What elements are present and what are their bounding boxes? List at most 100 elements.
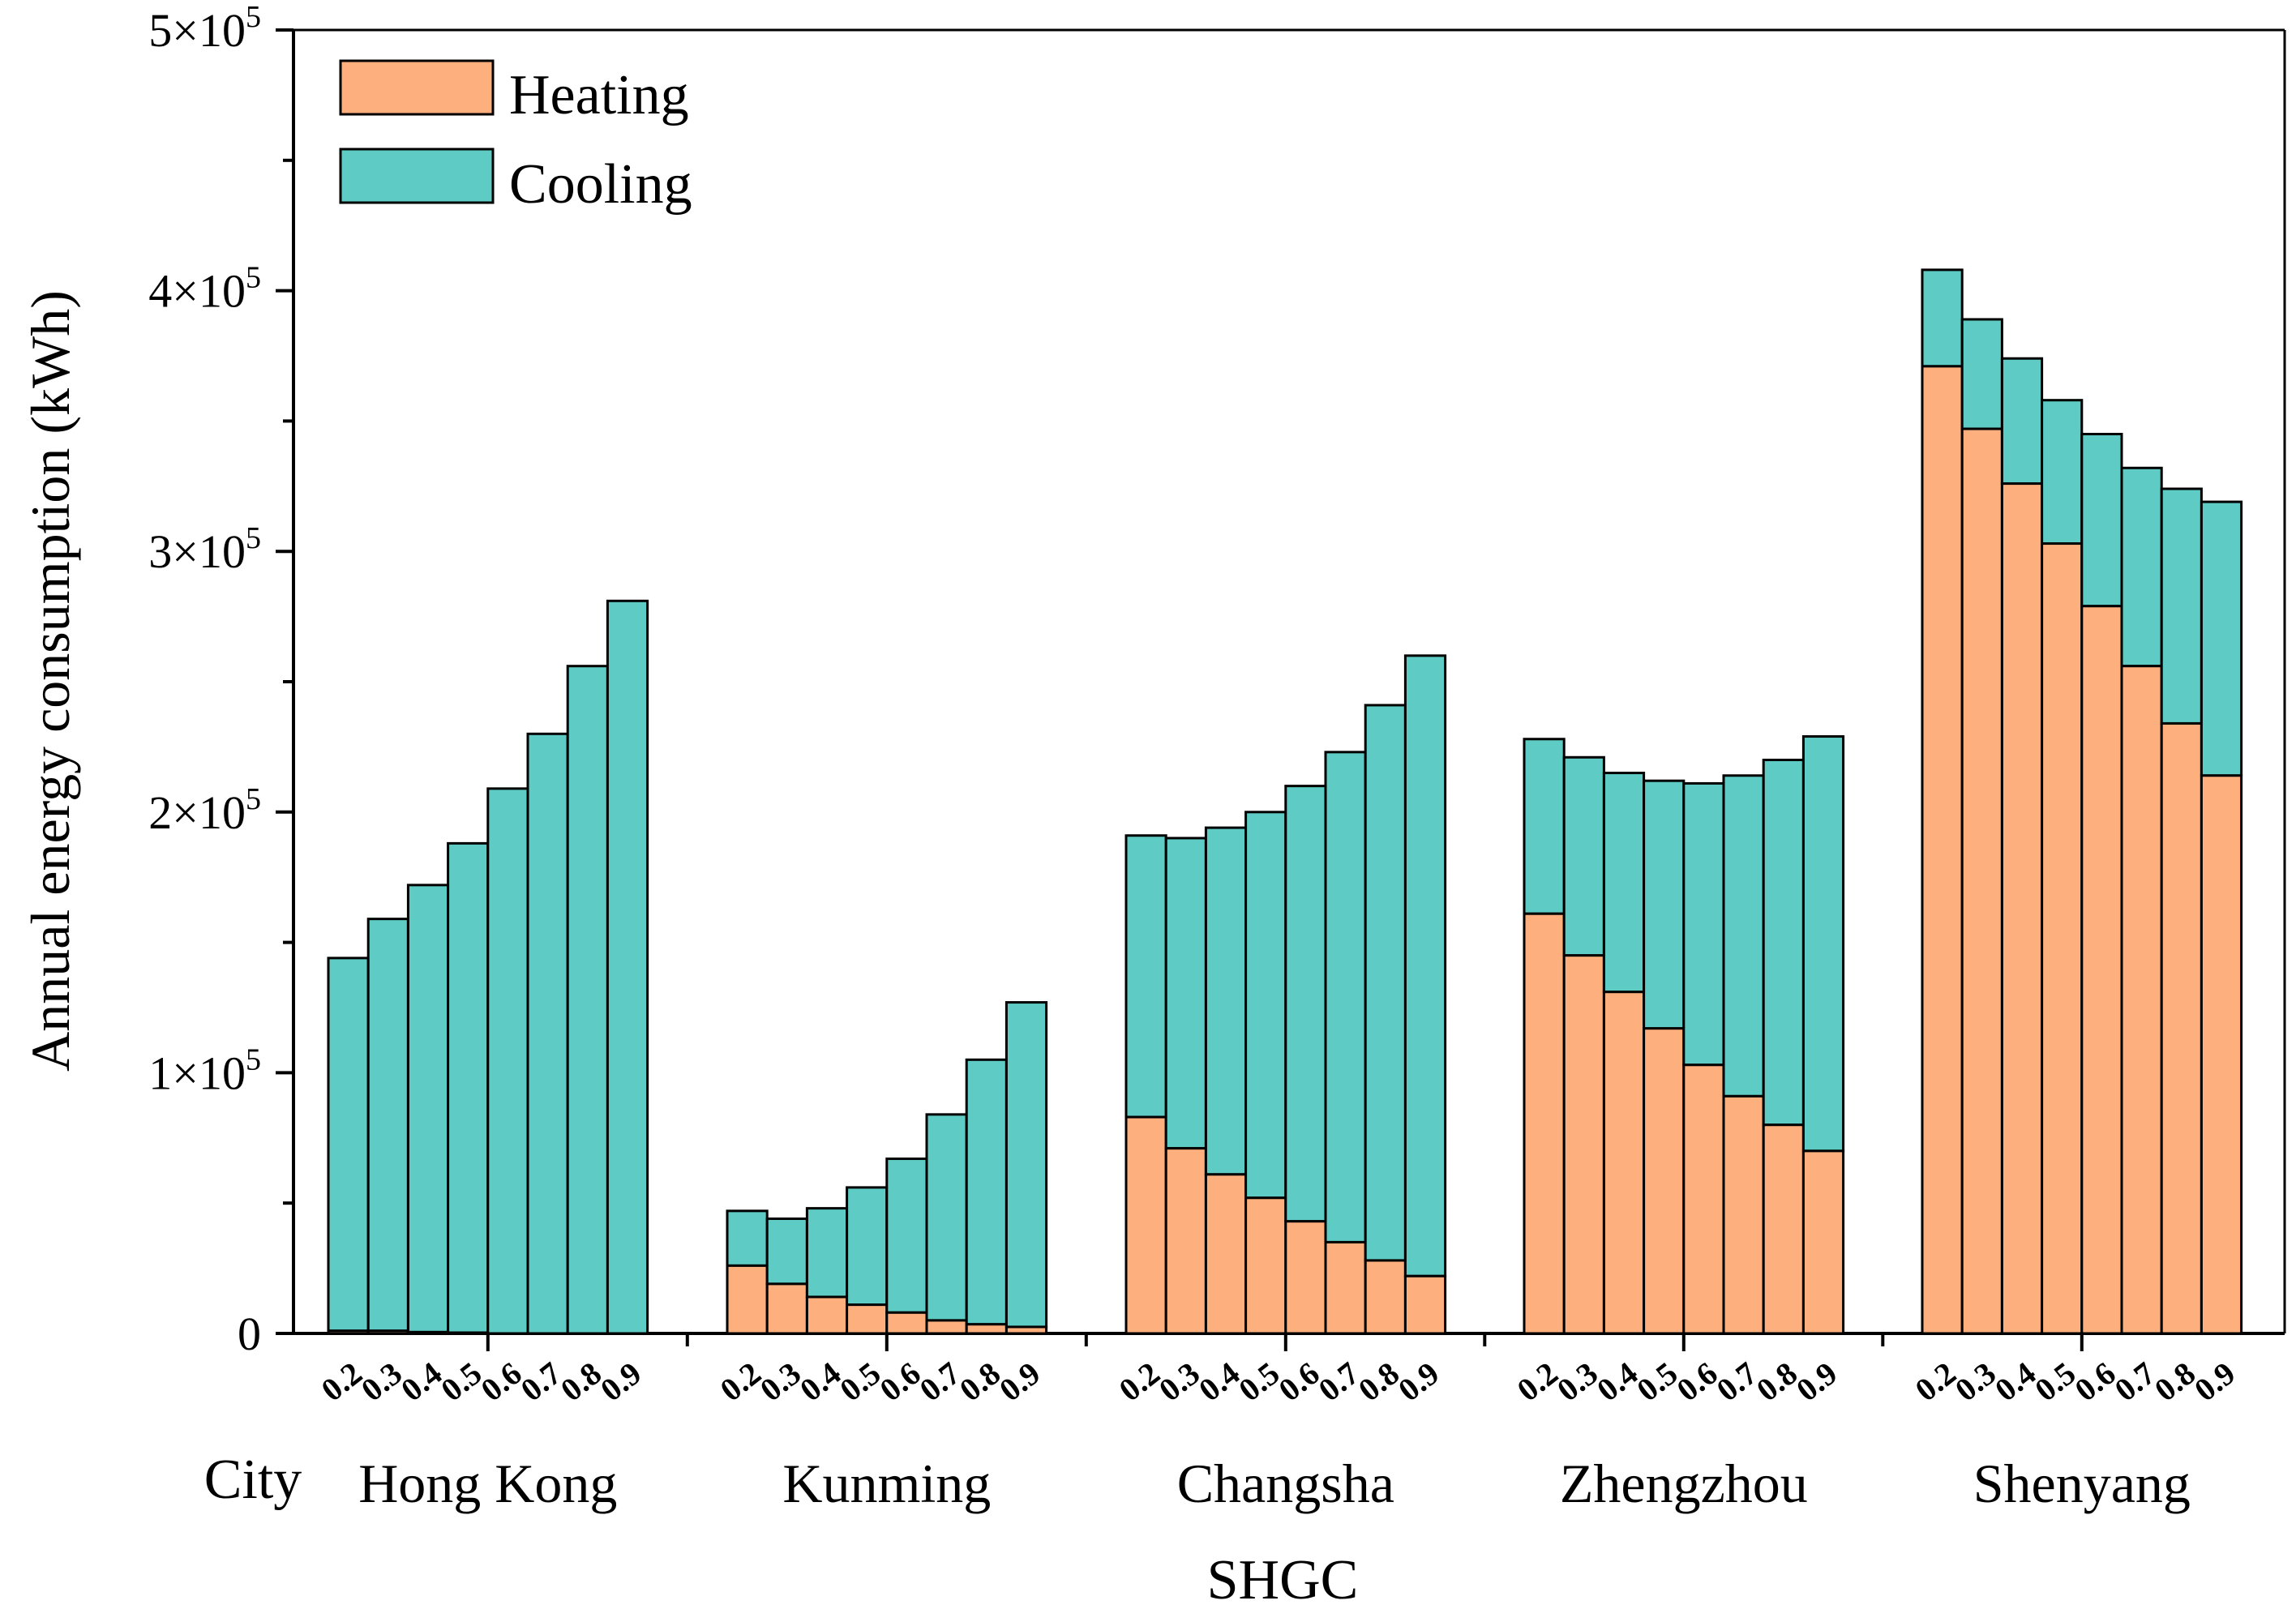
bar-heating-changsha-0.9 <box>1403 1274 1447 1335</box>
bar-heating-kunming-0.2 <box>726 1264 769 1335</box>
bar-cooling-kunming-0.9 <box>1004 1001 1048 1329</box>
legend-label-cooling: Cooling <box>509 153 692 216</box>
y-ticks: 0 1×105 2×105 3×105 4×105 5×105 <box>148 0 293 1360</box>
bar-cooling-shenyang-0.5 <box>2041 399 2084 546</box>
bar-cooling-shenyang-0.4 <box>2000 357 2044 486</box>
y-tick-label: 2×105 <box>148 782 261 839</box>
bar-heating-shenyang-0.2 <box>1921 365 1964 1335</box>
bar-heating-kunming-0.6 <box>885 1311 928 1335</box>
bar-cooling-hong-kong-0.4 <box>406 884 450 1333</box>
bar-heating-shenyang-0.8 <box>2160 721 2203 1335</box>
y-tick-label: 5×105 <box>148 0 261 57</box>
shgc-label-hong-kong-0.9: 0.9 <box>593 1355 648 1408</box>
bar-heating-zhengzhou-0.6 <box>1682 1064 1725 1335</box>
bar-heating-shenyang-0.3 <box>1960 427 2003 1335</box>
bar-heating-changsha-0.6 <box>1284 1220 1327 1335</box>
legend-label-heating: Heating <box>509 64 689 126</box>
bar-cooling-hong-kong-0.6 <box>486 787 529 1335</box>
bar-heating-shenyang-0.4 <box>2000 482 2044 1335</box>
bar-cooling-kunming-0.6 <box>885 1158 928 1314</box>
bar-heating-changsha-0.3 <box>1164 1147 1207 1335</box>
bar-cooling-shenyang-0.2 <box>1921 268 1964 368</box>
bar-heating-shenyang-0.7 <box>2120 665 2163 1335</box>
shgc-label-kunming-0.9: 0.9 <box>992 1355 1047 1408</box>
legend-swatch-heating <box>339 59 495 116</box>
bar-cooling-zhengzhou-0.5 <box>1643 779 1686 1030</box>
shgc-label-shenyang-0.9: 0.9 <box>2187 1355 2242 1408</box>
x-ticks <box>486 1333 2084 1351</box>
bar-heating-zhengzhou-0.2 <box>1523 912 1566 1335</box>
bar-heating-zhengzhou-0.5 <box>1643 1027 1686 1335</box>
bar-cooling-zhengzhou-0.4 <box>1602 772 1646 994</box>
bar-cooling-changsha-0.8 <box>1364 704 1407 1262</box>
bar-cooling-changsha-0.9 <box>1403 654 1447 1277</box>
bar-heating-kunming-0.4 <box>805 1295 849 1335</box>
bar-heating-changsha-0.8 <box>1364 1259 1407 1335</box>
bar-cooling-changsha-0.3 <box>1164 837 1207 1150</box>
bar-cooling-changsha-0.7 <box>1324 751 1367 1243</box>
bar-cooling-kunming-0.4 <box>805 1207 849 1299</box>
bar-cooling-shenyang-0.3 <box>1960 318 2003 430</box>
bar-heating-changsha-0.2 <box>1124 1115 1167 1335</box>
city-label-changsha: Changsha <box>1177 1453 1394 1514</box>
bar-heating-shenyang-0.5 <box>2041 542 2084 1335</box>
bar-cooling-shenyang-0.6 <box>2080 432 2123 608</box>
x-axis-label: SHGC <box>1207 1549 1359 1611</box>
bar-heating-hong-kong-0.3 <box>366 1329 409 1335</box>
bar-heating-hong-kong-0.4 <box>406 1330 450 1335</box>
y-tick-label: 3×105 <box>148 521 261 578</box>
bar-cooling-kunming-0.3 <box>765 1217 808 1286</box>
city-axis-label: City <box>204 1449 302 1511</box>
bar-cooling-shenyang-0.9 <box>2200 500 2243 777</box>
bars <box>327 268 2243 1335</box>
legend-swatch-cooling <box>339 148 495 204</box>
bar-cooling-zhengzhou-0.8 <box>1762 758 1805 1127</box>
city-label-hong-kong: Hong Kong <box>358 1453 617 1514</box>
bar-cooling-kunming-0.7 <box>925 1113 968 1322</box>
bar-cooling-zhengzhou-0.6 <box>1682 781 1725 1067</box>
bar-cooling-shenyang-0.7 <box>2120 466 2163 668</box>
bar-cooling-zhengzhou-0.7 <box>1722 774 1765 1098</box>
bar-cooling-hong-kong-0.3 <box>366 918 409 1333</box>
bar-heating-zhengzhou-0.4 <box>1602 991 1646 1335</box>
city-label-kunming: Kunming <box>782 1453 991 1514</box>
bar-heating-changsha-0.5 <box>1244 1196 1287 1335</box>
bar-cooling-kunming-0.2 <box>726 1209 769 1267</box>
bar-heating-changsha-0.4 <box>1204 1173 1248 1335</box>
bar-heating-kunming-0.3 <box>765 1282 808 1335</box>
shgc-tick-labels: 0.20.30.40.50.60.70.80.9 0.20.30.40.50.60… <box>315 1355 2242 1408</box>
bar-heating-zhengzhou-0.3 <box>1562 954 1605 1335</box>
shgc-label-changsha-0.9: 0.9 <box>1391 1355 1446 1408</box>
bar-heating-shenyang-0.9 <box>2200 774 2243 1335</box>
city-labels: Hong Kong Kunming Changsha Zhengzhou Shenyan… <box>358 1453 2191 1514</box>
bar-cooling-changsha-0.6 <box>1284 785 1327 1223</box>
bar-cooling-hong-kong-0.5 <box>447 841 490 1334</box>
bar-cooling-hong-kong-0.2 <box>327 957 370 1333</box>
bar-heating-changsha-0.7 <box>1324 1240 1367 1335</box>
y-axis-label: Annual energy consumption (kWh) <box>19 290 81 1072</box>
bar-cooling-zhengzhou-0.2 <box>1523 738 1566 915</box>
y-tick-label: 4×105 <box>148 261 261 318</box>
bar-cooling-kunming-0.5 <box>846 1186 889 1307</box>
bar-heating-kunming-0.9 <box>1004 1325 1048 1335</box>
bar-heating-kunming-0.5 <box>846 1303 889 1335</box>
bar-cooling-changsha-0.2 <box>1124 834 1167 1119</box>
city-label-zhengzhou: Zhengzhou <box>1560 1453 1808 1514</box>
bar-cooling-hong-kong-0.7 <box>526 732 569 1335</box>
bar-cooling-zhengzhou-0.3 <box>1562 755 1605 957</box>
bar-heating-zhengzhou-0.9 <box>1801 1149 1845 1335</box>
bar-cooling-hong-kong-0.8 <box>566 665 609 1335</box>
city-label-shenyang: Shenyang <box>1973 1453 2191 1514</box>
bar-cooling-zhengzhou-0.9 <box>1801 735 1845 1153</box>
bar-heating-hong-kong-0.2 <box>327 1329 370 1335</box>
shgc-label-zhengzhou-0.9: 0.9 <box>1789 1355 1844 1408</box>
bar-cooling-changsha-0.4 <box>1204 826 1248 1176</box>
y-tick-label: 1×105 <box>148 1042 261 1099</box>
bar-cooling-kunming-0.8 <box>965 1058 1008 1326</box>
bar-cooling-changsha-0.5 <box>1244 811 1287 1200</box>
bar-heating-zhengzhou-0.7 <box>1722 1094 1765 1335</box>
bar-cooling-shenyang-0.8 <box>2160 487 2203 725</box>
y-tick-label: 0 <box>238 1307 261 1360</box>
bar-heating-kunming-0.7 <box>925 1319 968 1335</box>
